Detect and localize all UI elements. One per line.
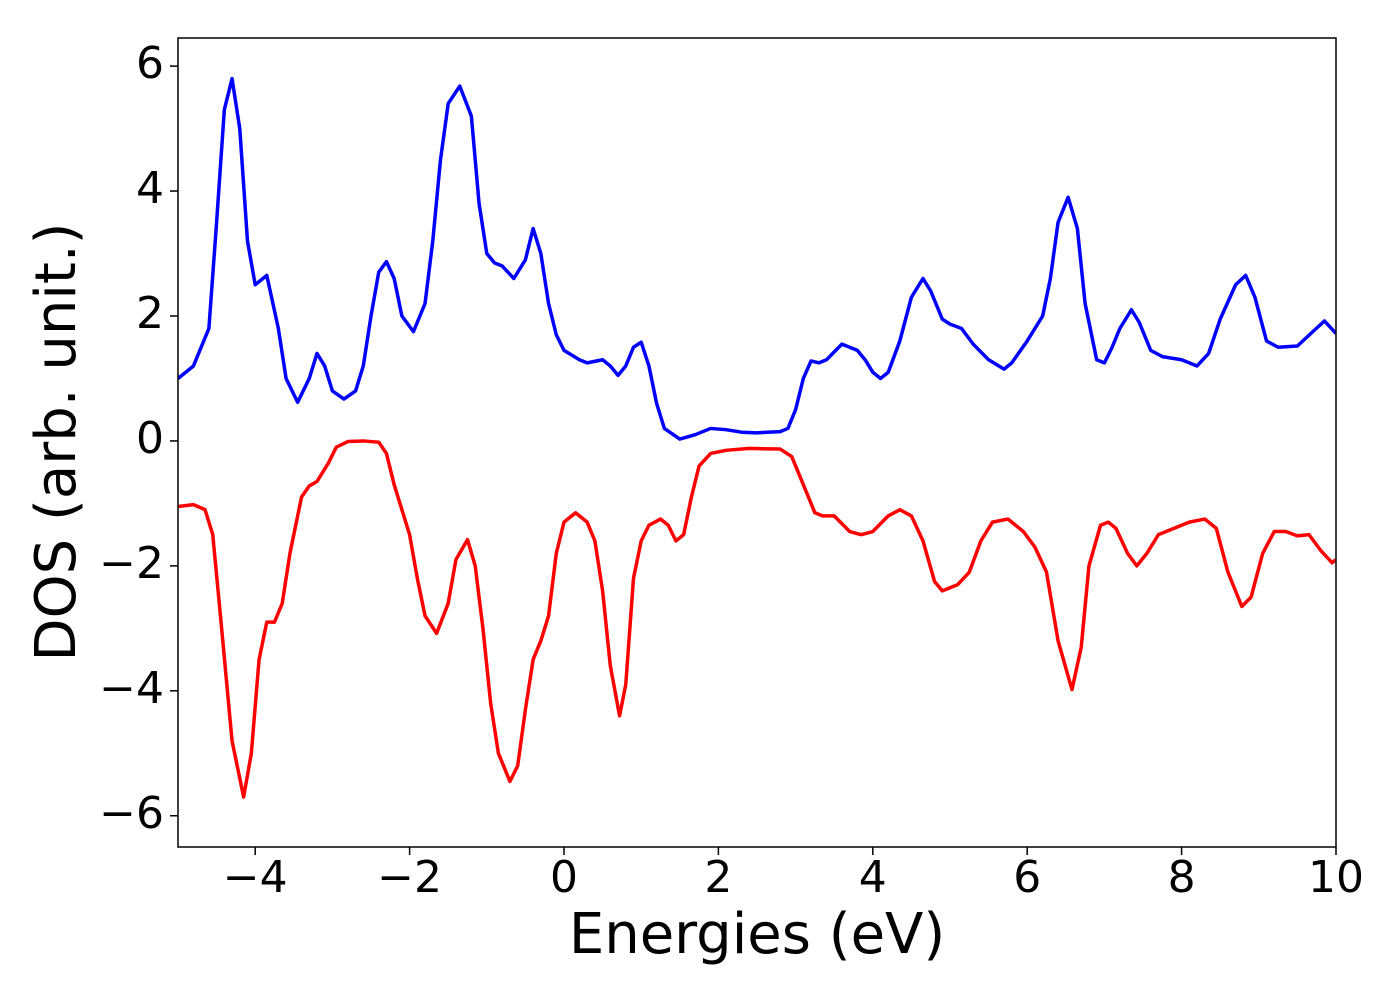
x-tick-label: 2 [704,852,732,903]
y-tick-label: −6 [99,788,164,839]
x-tick-label: −4 [223,852,288,903]
y-tick-label: 6 [136,38,164,89]
x-axis-label: Energies (eV) [569,902,945,967]
y-tick-label: −2 [99,538,164,589]
y-tick-label: −4 [99,663,164,714]
y-tick-label: 2 [136,288,164,339]
plot-frame [177,37,1337,848]
y-tick-label: 0 [136,413,164,464]
x-tick-label: 0 [550,852,578,903]
data-line [178,76,1336,441]
x-tick-label: 10 [1308,852,1364,903]
x-tick-label: −2 [377,852,442,903]
y-tick-label: 4 [136,163,164,214]
x-tick-label: 8 [1168,852,1196,903]
y-axis-label: DOS (arb. unit.) [24,222,89,661]
data-line [178,439,1336,799]
x-tick-label: 4 [859,852,887,903]
x-tick-label: 6 [1013,852,1041,903]
